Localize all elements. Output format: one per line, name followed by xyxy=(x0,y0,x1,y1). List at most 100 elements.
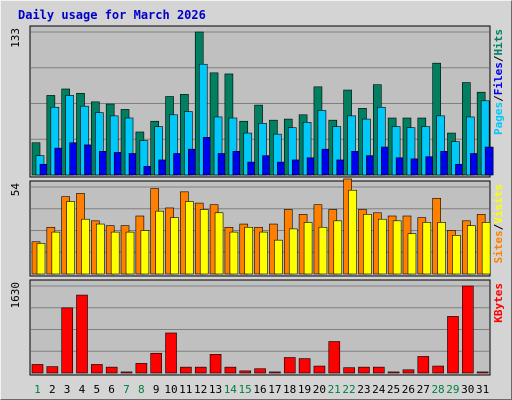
x-tick-label-day-2: 2 xyxy=(49,383,56,396)
bar-kbytes-day-9 xyxy=(150,352,163,374)
legend-item: Pages xyxy=(492,102,505,135)
bar-kbytes-day-3 xyxy=(61,307,73,374)
bar-sites-day-26 xyxy=(407,233,417,275)
bar-sites-day-8 xyxy=(140,230,150,275)
legend: Pages/Files/Hits xyxy=(492,29,505,135)
bar-sites-day-30 xyxy=(467,225,476,275)
x-tick-label-day-7: 7 xyxy=(123,383,130,396)
x-tick-label-day-25: 25 xyxy=(387,383,400,396)
x-tick-label-day-15: 15 xyxy=(239,383,252,396)
x-tick-label-day-19: 19 xyxy=(298,383,311,396)
legend: KBytes xyxy=(492,283,505,323)
bar-kbytes-day-23 xyxy=(358,366,370,374)
bar-kbytes-day-11 xyxy=(180,366,192,374)
bar-sites-day-24 xyxy=(377,218,387,275)
bar-kbytes-day-6 xyxy=(105,366,118,374)
legend-item: Sites xyxy=(492,230,505,263)
bar-kbytes-day-7 xyxy=(120,371,133,374)
bar-kbytes-day-22 xyxy=(343,367,355,374)
bar-kbytes-day-29 xyxy=(447,316,459,374)
bar-sites-day-29 xyxy=(452,235,461,275)
x-tick-label-day-3: 3 xyxy=(64,383,71,396)
bar-kbytes-day-30 xyxy=(462,285,474,374)
x-tick-label-day-8: 8 xyxy=(138,383,145,396)
x-tick-label-day-22: 22 xyxy=(342,383,355,396)
x-tick-label-day-27: 27 xyxy=(417,383,430,396)
bar-sites-day-4 xyxy=(81,218,90,275)
bar-sites-day-10 xyxy=(170,217,179,275)
legend-item: / xyxy=(492,95,505,102)
legend-item: Hits xyxy=(492,29,505,56)
bar-kbytes-day-16 xyxy=(254,368,266,374)
panel-background xyxy=(29,279,491,376)
x-tick-label-day-21: 21 xyxy=(328,383,341,396)
chart-title: Daily usage for March 2026 xyxy=(18,8,206,22)
bar-sites-day-9 xyxy=(155,210,165,275)
bar-kbytes-day-14 xyxy=(224,366,237,374)
legend-item: Files xyxy=(492,62,505,95)
bar-sites-day-1 xyxy=(36,243,46,275)
bar-sites-day-21 xyxy=(333,220,343,275)
bar-sites-day-23 xyxy=(363,214,372,275)
bar-sites-day-6 xyxy=(110,231,120,275)
legend: Sites/Visits xyxy=(492,184,505,264)
bar-sites-day-7 xyxy=(125,231,135,275)
x-tick-label-day-11: 11 xyxy=(179,383,192,396)
bar-sites-day-18 xyxy=(288,228,298,275)
bar-sites-day-17 xyxy=(274,239,283,275)
legend-text: Sites/Visits xyxy=(492,184,505,264)
x-tick-label-day-30: 30 xyxy=(461,383,474,396)
legend-item: / xyxy=(492,223,505,230)
x-tick-label-day-29: 29 xyxy=(446,383,459,396)
bar-sites-day-20 xyxy=(318,226,328,275)
bar-sites-day-14 xyxy=(229,231,239,275)
legend-text: Pages/Files/Hits xyxy=(492,29,505,135)
bar-kbytes-day-26 xyxy=(402,369,415,374)
x-tick-label-day-9: 9 xyxy=(153,383,160,396)
bar-sites-day-5 xyxy=(96,223,105,275)
x-tick-label-day-4: 4 xyxy=(79,383,86,396)
x-tick-label-day-6: 6 xyxy=(108,383,115,396)
bar-sites-day-31 xyxy=(481,222,491,275)
bar-kbytes-day-27 xyxy=(417,356,430,374)
x-tick-label-day-18: 18 xyxy=(283,383,296,396)
bar-kbytes-day-12 xyxy=(194,366,207,374)
y-axis-max-label: 54 xyxy=(9,183,22,197)
legend-item: Visits xyxy=(492,184,505,224)
bar-pages-day-31 xyxy=(484,146,494,176)
bar-kbytes-day-1 xyxy=(31,364,44,374)
bar-kbytes-day-28 xyxy=(432,365,444,374)
bar-kbytes-day-13 xyxy=(209,354,222,374)
x-tick-label-day-23: 23 xyxy=(357,383,370,396)
bar-kbytes-day-15 xyxy=(239,370,252,374)
bar-kbytes-day-20 xyxy=(313,365,326,374)
bar-sites-day-27 xyxy=(422,222,432,275)
bar-sites-day-28 xyxy=(437,222,446,275)
y-axis-max-label: 133 xyxy=(9,28,22,48)
bar-sites-day-15 xyxy=(244,226,254,275)
legend-item: / xyxy=(492,55,505,62)
legend-item: KBytes xyxy=(492,283,505,323)
x-tick-label-day-28: 28 xyxy=(431,383,444,396)
x-tick-label-day-24: 24 xyxy=(372,383,386,396)
bar-sites-day-12 xyxy=(199,209,209,275)
panel-kbytes: 1630 KBytes xyxy=(9,279,505,376)
x-tick-label-day-26: 26 xyxy=(402,383,415,396)
y-axis-max-label: 1630 xyxy=(9,282,22,309)
bar-sites-day-3 xyxy=(66,201,75,275)
bar-sites-day-19 xyxy=(303,222,313,275)
x-tick-label-day-1: 1 xyxy=(34,383,41,396)
bar-kbytes-day-25 xyxy=(387,371,400,374)
bar-kbytes-day-8 xyxy=(135,363,148,374)
x-tick-label-day-12: 12 xyxy=(194,383,207,396)
x-tick-label-day-5: 5 xyxy=(93,383,100,396)
x-tick-label-day-16: 16 xyxy=(253,383,266,396)
bar-kbytes-day-4 xyxy=(76,294,88,374)
bar-kbytes-day-5 xyxy=(91,364,103,374)
bar-kbytes-day-21 xyxy=(328,341,341,374)
bar-sites-day-16 xyxy=(259,231,268,275)
bar-sites-day-11 xyxy=(185,201,194,275)
bar-sites-day-2 xyxy=(51,231,61,275)
